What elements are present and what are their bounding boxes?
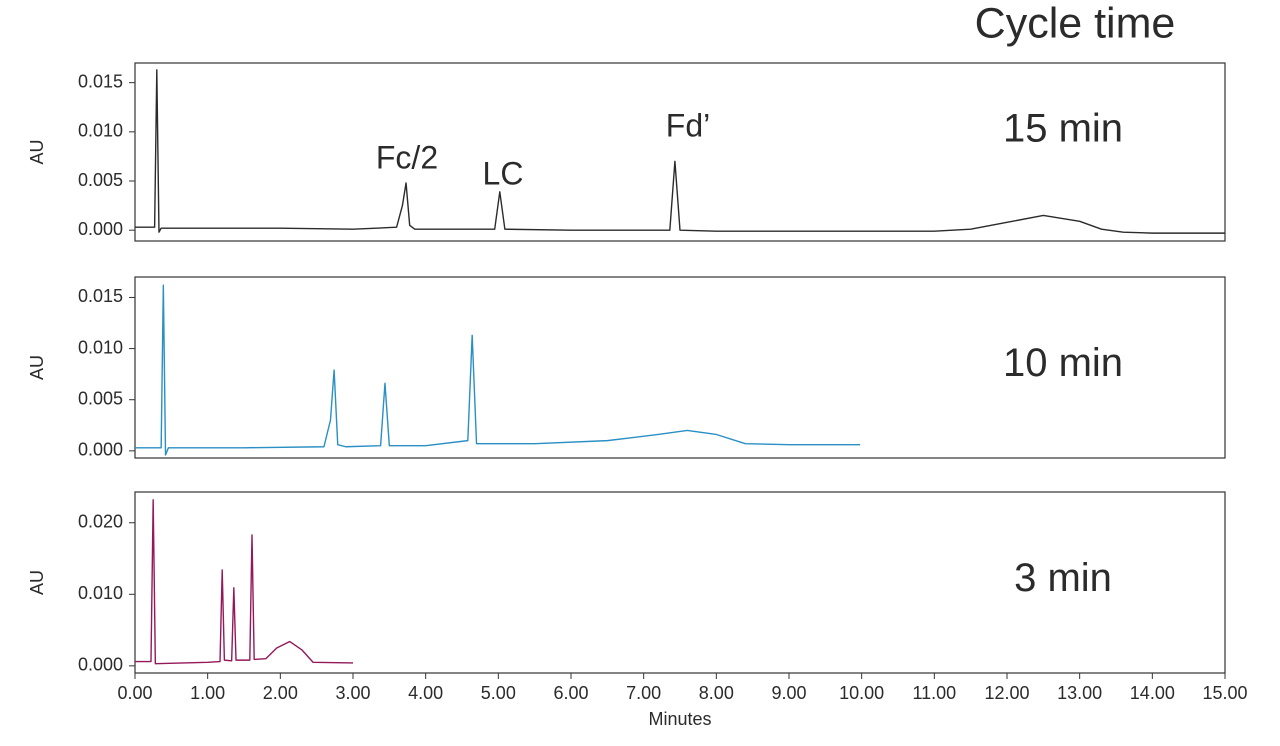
x-tick-label: 12.00 bbox=[984, 683, 1029, 703]
y-axis-label: AU bbox=[27, 355, 47, 380]
y-axis-label: AU bbox=[27, 139, 47, 164]
y-tick-label: 0.000 bbox=[78, 655, 123, 675]
x-tick-label: 11.00 bbox=[912, 683, 956, 703]
peak-label: LC bbox=[483, 155, 524, 191]
y-tick-label: 0.000 bbox=[78, 440, 123, 460]
x-tick-label: 1.00 bbox=[190, 683, 225, 703]
chromatogram-line bbox=[135, 284, 861, 456]
x-tick-label: 2.00 bbox=[263, 683, 298, 703]
x-tick-label: 5.00 bbox=[481, 683, 516, 703]
cycle-label: 15 min bbox=[1003, 107, 1123, 151]
x-tick-label: 6.00 bbox=[553, 683, 588, 703]
cycle-label: 10 min bbox=[1003, 341, 1123, 385]
y-tick-label: 0.000 bbox=[78, 219, 123, 239]
x-tick-label: 13.00 bbox=[1057, 683, 1102, 703]
plot-frame bbox=[134, 491, 1226, 674]
cycle-label: 3 min bbox=[1014, 556, 1112, 600]
x-axis-label: Minutes bbox=[648, 709, 711, 729]
x-tick-label: 7.00 bbox=[626, 683, 661, 703]
x-tick-label: 14.00 bbox=[1130, 683, 1175, 703]
x-tick-label: 3.00 bbox=[335, 683, 370, 703]
x-tick-label: 15.00 bbox=[1202, 683, 1247, 703]
y-tick-label: 0.005 bbox=[78, 388, 123, 408]
chromatogram-line bbox=[135, 499, 354, 665]
x-tick-label: 10.00 bbox=[839, 683, 884, 703]
chromatogram-line bbox=[135, 69, 1225, 234]
y-tick-label: 0.010 bbox=[78, 337, 123, 357]
x-tick-label: 8.00 bbox=[699, 683, 734, 703]
page-title: Cycle time bbox=[975, 0, 1176, 47]
y-tick-label: 0.010 bbox=[78, 583, 123, 603]
y-tick-label: 0.015 bbox=[78, 71, 123, 91]
y-tick-label: 0.015 bbox=[78, 286, 123, 306]
x-tick-label: 0.00 bbox=[117, 683, 152, 703]
plot-frame bbox=[134, 62, 1226, 242]
y-tick-label: 0.005 bbox=[78, 170, 123, 190]
x-tick-label: 4.00 bbox=[408, 683, 443, 703]
peak-label: Fd’ bbox=[666, 107, 710, 143]
y-tick-label: 0.020 bbox=[78, 512, 123, 532]
y-tick-label: 0.010 bbox=[78, 121, 123, 141]
peak-label: Fc/2 bbox=[376, 139, 438, 175]
y-axis-label: AU bbox=[27, 570, 47, 595]
x-tick-label: 9.00 bbox=[771, 683, 806, 703]
plot-frame bbox=[134, 276, 1226, 459]
